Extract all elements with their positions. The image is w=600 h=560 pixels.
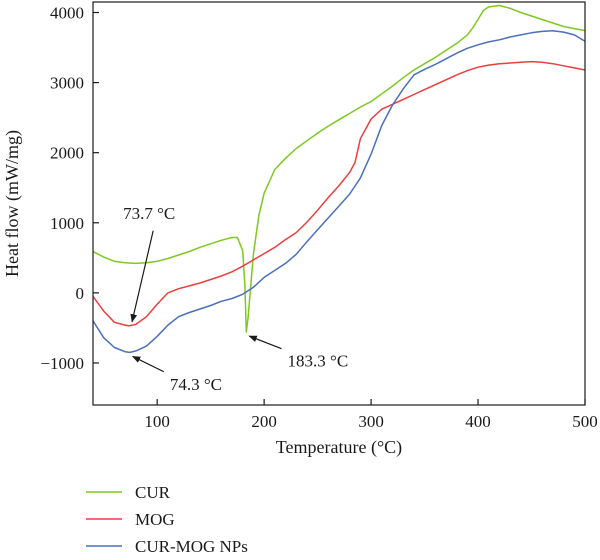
y-tick-label: 4000: [50, 4, 84, 23]
annotation-label: 73.7 °C: [123, 204, 175, 223]
series-line-1: [93, 4, 585, 333]
x-axis-title: Temperature (°C): [276, 437, 402, 458]
series-line-2: [93, 60, 585, 327]
legend: CUR MOG CUR-MOG NPs: [86, 483, 248, 556]
annotations: 73.7 °C 74.3 °C 183.3 °C: [123, 204, 348, 394]
x-tick-label: 400: [465, 412, 491, 431]
annotation-arrow: [131, 355, 165, 373]
x-tick-label: 300: [358, 412, 384, 431]
annotation-label: 74.3 °C: [170, 375, 222, 394]
y-tick-label: 0: [76, 284, 85, 303]
y-tick-label: 2000: [50, 144, 84, 163]
plot-frame: [92, 1, 586, 406]
annotation-arrow: [248, 335, 282, 350]
x-tick-label: 100: [144, 412, 170, 431]
y-axis-title: Heat flow (mW/mg): [2, 130, 23, 277]
annotation-label: 183.3 °C: [288, 352, 349, 371]
y-tick-label: −1000: [40, 354, 84, 373]
x-tick-label: 200: [251, 412, 277, 431]
y-tick-label: 3000: [50, 74, 84, 93]
series-line-3: [93, 29, 585, 354]
legend-label: MOG: [135, 510, 175, 529]
axis-ticks: 100 200 300 400 500 −1000 0 1000 2000 3000 4000: [40, 4, 597, 431]
x-tick-label: 500: [572, 412, 598, 431]
annotation-arrow: [130, 230, 154, 323]
y-tick-label: 1000: [50, 214, 84, 233]
legend-label: CUR: [135, 483, 171, 502]
plot-lines: [93, 4, 585, 354]
legend-label: CUR-MOG NPs: [135, 537, 248, 556]
